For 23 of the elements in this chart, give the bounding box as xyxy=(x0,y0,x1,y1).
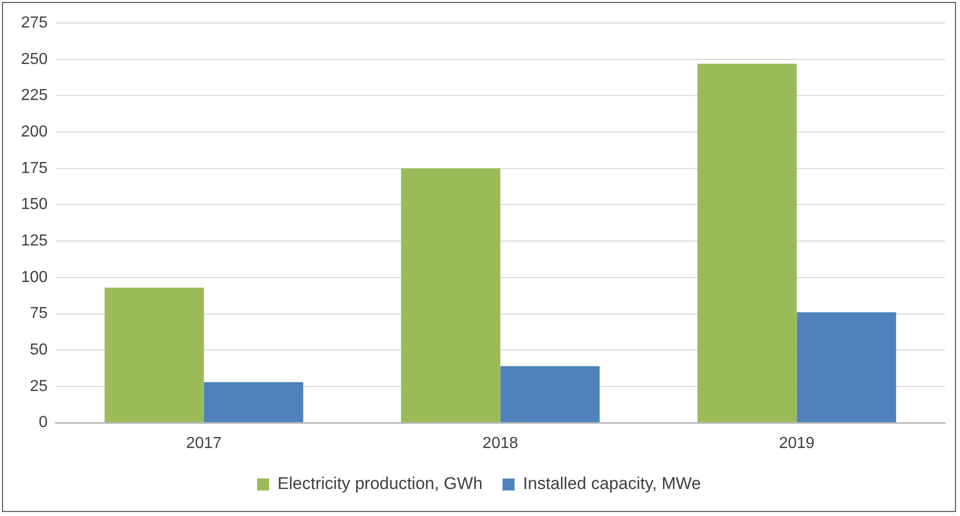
y-tick-label: 175 xyxy=(20,160,48,177)
y-tick-label: 25 xyxy=(30,378,48,395)
bar xyxy=(401,168,500,422)
y-tick-label: 50 xyxy=(30,342,48,359)
legend-label: Installed capacity, MWe xyxy=(523,474,701,494)
bar xyxy=(104,288,204,422)
x-tick-label: 2019 xyxy=(778,434,815,452)
y-tick-label: 75 xyxy=(30,305,48,322)
y-tick-label: 100 xyxy=(20,268,48,286)
y-tick-label: 125 xyxy=(20,232,48,250)
x-tick-label: 2017 xyxy=(186,434,222,452)
y-tick-label: 0 xyxy=(38,414,48,432)
y-tick-label: 225 xyxy=(20,87,48,104)
bar xyxy=(796,312,896,422)
y-tick-label: 275 xyxy=(20,14,48,32)
y-tick-label: 200 xyxy=(20,123,48,140)
x-tick-label: 2018 xyxy=(482,434,518,452)
bar xyxy=(500,366,600,422)
bar xyxy=(204,382,304,422)
y-tick-label: 150 xyxy=(20,196,48,214)
bar xyxy=(697,64,797,422)
y-tick-label: 250 xyxy=(20,50,48,68)
legend-label: Electricity production, GWh xyxy=(278,474,483,494)
